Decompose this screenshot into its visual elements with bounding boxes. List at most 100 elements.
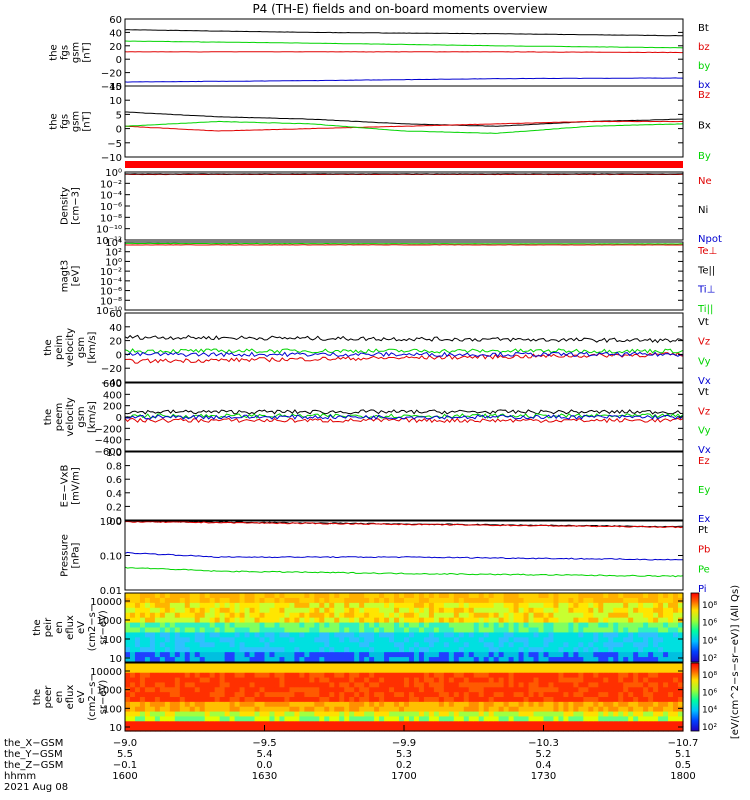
heatmap-cell [199,706,206,713]
heatmap-cell [289,682,295,688]
heatmap-cell [518,692,525,698]
heatmap-cell [668,667,674,674]
heatmap-cell [588,677,594,684]
heatmap-cell [663,692,669,698]
heatmap-cell [309,627,315,634]
heatmap-cell [239,617,246,624]
heatmap-cell [294,701,300,708]
heatmap-cell [184,697,191,703]
heatmap-cell [379,706,385,713]
heatmap-cell [443,663,450,669]
heatmap-cell [314,692,320,698]
heatmap-cell [264,706,271,713]
heatmap-cell [299,726,305,732]
heatmap-cell [164,701,171,708]
heatmap-cell [125,721,131,727]
heatmap-cell [189,637,196,643]
heatmap-cell [603,637,609,643]
heatmap-cell [239,647,246,653]
heatmap-cell [538,612,545,619]
heatmap-cell [623,642,629,648]
heatmap-cell [488,607,495,614]
heatmap-cell [364,711,370,718]
heatmap-cell [189,677,196,684]
heatmap-cell [548,663,555,669]
heatmap-cell [259,622,266,629]
heatmap-cell [663,622,669,629]
y-axis-label: [km/s] [87,331,98,363]
heatmap-cell [194,711,201,718]
heatmap-cell [493,607,500,614]
heatmap-cell [189,682,196,688]
heatmap-cell [399,721,405,727]
heatmap-cell [234,667,241,674]
heatmap-cell [204,663,211,669]
heatmap-cell [234,627,241,634]
heatmap-cell [648,711,654,718]
heatmap-cell [418,593,425,599]
y-axis-label: gsm [71,42,82,63]
heatmap-cell [125,672,131,679]
heatmap-cell [384,647,390,653]
heatmap-cell [653,632,659,638]
heatmap-cell [144,612,151,619]
heatmap-cell [214,721,221,727]
heatmap-cell [184,627,191,634]
heatmap-cell [633,716,639,722]
heatmap-cell [553,597,560,604]
heatmap-cell [608,657,614,663]
legend-Ex: Ex [698,514,710,525]
heatmap-cell [523,672,530,679]
heatmap-cell [543,627,550,634]
heatmap-cell [428,711,435,718]
heatmap-cell [169,667,176,674]
heatmap-cell [234,716,241,722]
legend-bz: bz [698,42,710,53]
heatmap-cell [149,657,156,663]
y-tick-label: 0.8 [106,462,122,473]
heatmap-cell [354,682,360,688]
heatmap-cell [284,706,291,713]
heatmap-cell [139,627,146,634]
heatmap-cell [179,637,186,643]
heatmap-cell [259,657,266,663]
heatmap-cell [463,692,470,698]
heatmap-cell [498,726,505,732]
heatmap-cell [309,721,315,727]
heatmap-cell [428,617,435,624]
heatmap-cell [503,657,510,663]
heatmap-cell [493,697,500,703]
heatmap-cell [528,607,535,614]
heatmap-cell [364,617,370,624]
heatmap-cell [209,677,216,684]
heatmap-cell [613,682,619,688]
heatmap-cell [573,647,579,653]
heatmap-cell [294,627,300,634]
y-axis-label: sr−eV) [98,610,109,645]
heatmap-cell [244,687,251,693]
heatmap-cell [239,682,246,688]
heatmap-cell [179,617,186,624]
heatmap-cell [259,663,266,669]
heatmap-cell [394,652,400,658]
heatmap-cell [488,637,495,643]
heatmap-cell [139,637,146,643]
heatmap-cell [638,687,644,693]
heatmap-cell [334,607,340,614]
heatmap-cell [394,627,400,634]
heatmap-cell [189,692,196,698]
heatmap-cell [553,716,560,722]
heatmap-cell [374,622,380,629]
heatmap-cell [608,647,614,653]
y-tick-label: 10⁻⁸ [100,213,122,224]
heatmap-cell [314,667,320,674]
heatmap-cell [384,663,390,669]
heatmap-cell [125,593,131,599]
heatmap-cell [139,602,146,609]
heatmap-cell [379,692,385,698]
heatmap-cell [204,647,211,653]
heatmap-cell [568,637,574,643]
heatmap-cell [209,652,216,658]
heatmap-cell [608,682,614,688]
heatmap-cell [194,677,201,684]
